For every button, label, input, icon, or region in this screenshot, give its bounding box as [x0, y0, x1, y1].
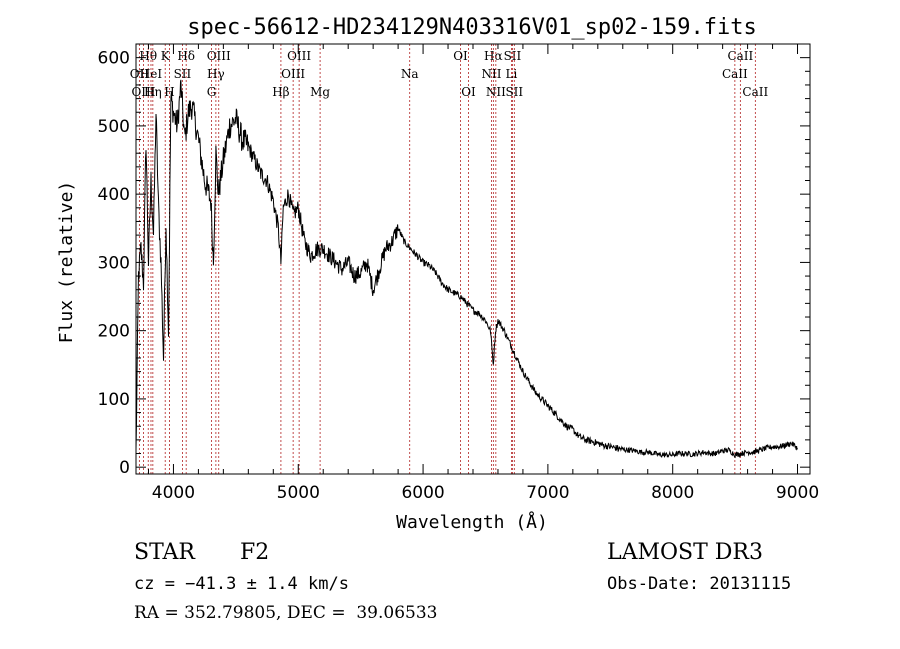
line-marker-label: SII	[505, 85, 523, 99]
line-marker-label: OIII	[131, 85, 155, 99]
line-marker-label: CaII	[742, 85, 768, 99]
line-marker-label: Na	[401, 67, 419, 81]
line-marker-label: SII	[174, 67, 192, 81]
x-tick-label: 7000	[526, 483, 569, 503]
plot-frame	[135, 43, 811, 475]
x-axis-label: Wavelength (Å)	[396, 511, 548, 533]
coordinates: RA = 352.79805, DEC = 39.06533	[134, 603, 438, 623]
spectrum-series-line	[135, 79, 798, 459]
y-tick-label: 200	[98, 322, 130, 342]
x-tick-label: 8000	[651, 483, 694, 503]
line-marker-label: Hδ	[177, 49, 195, 63]
line-marker-label: SII	[504, 49, 522, 63]
plot-area	[135, 79, 798, 459]
y-tick-label: 100	[98, 390, 130, 410]
y-tick-label: 300	[98, 253, 130, 273]
line-marker-label: NII	[486, 85, 506, 99]
line-marker-label: OIII	[207, 49, 231, 63]
x-tick-label: 9000	[776, 483, 819, 503]
line-marker-label: Hα	[484, 49, 503, 63]
line-marker-label: Li	[506, 67, 518, 81]
line-marker-label: G	[207, 85, 217, 99]
y-tick-label: 0	[119, 458, 130, 478]
line-marker-label: CaII	[727, 49, 753, 63]
line-marker-label: OI	[453, 49, 468, 63]
y-tick-label: 400	[98, 185, 130, 205]
x-tick-label: 5000	[277, 483, 320, 503]
line-marker-label: OIII	[281, 67, 305, 81]
line-marker-label: OIII	[287, 49, 311, 63]
axes: 4000 5000 6000 7000 8000 9000 0 100 200 300 400 500…	[98, 43, 819, 503]
line-marker-label: Hθ	[139, 49, 157, 63]
redshift-readout: cz = −41.3 ± 1.4 km/s	[134, 574, 349, 594]
survey-label: LAMOST DR3	[607, 540, 763, 565]
obs-date: Obs-Date: 20131115	[607, 574, 792, 594]
x-tick-label: 4000	[152, 483, 195, 503]
chart-title: spec-56612-HD234129N403316V01_sp02-159.f…	[187, 15, 757, 40]
line-marker-label: Mg	[310, 85, 330, 99]
line-marker-label: Hβ	[272, 85, 289, 99]
y-tick-label: 600	[98, 49, 130, 69]
y-axis-label: Flux (relative)	[56, 181, 77, 344]
line-marker-label: Hη	[144, 85, 162, 99]
line-marker-label: Hγ	[207, 67, 225, 81]
line-marker-label: OI	[461, 85, 476, 99]
object-subclass: F2	[240, 540, 270, 565]
line-marker-label: OII	[130, 67, 150, 81]
line-marker-label: HeI	[140, 67, 163, 81]
spectrum-chart: spec-56612-HD234129N403316V01_sp02-159.f…	[56, 15, 819, 533]
y-tick-label: 500	[98, 117, 130, 137]
line-marker-label: K	[161, 49, 171, 63]
x-tick-label: 6000	[401, 483, 444, 503]
line-marker-label: CaII	[722, 67, 748, 81]
object-class: STAR	[134, 540, 195, 565]
line-marker-label: NII	[481, 67, 501, 81]
line-marker-label: H	[164, 85, 174, 99]
